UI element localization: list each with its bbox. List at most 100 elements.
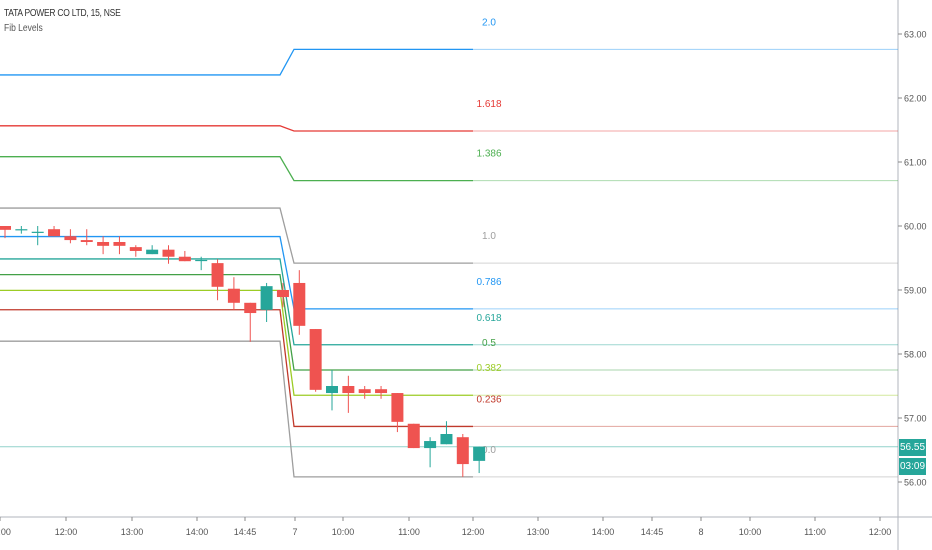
y-tick-label: 56.00 [904,478,927,488]
candle [195,256,208,271]
y-tick-label: 63.00 [904,30,927,40]
candle-body [391,393,404,422]
candle [162,245,175,264]
candle-body [178,256,191,262]
candle-body [162,249,175,257]
candle-body [0,226,11,230]
candle-body [326,386,338,394]
candle [407,423,420,449]
fib-level-line [0,235,473,310]
candle [129,245,142,257]
indicator-label: Fib Levels [4,23,43,34]
candle [113,236,126,255]
candle-body [456,437,469,465]
candle-body [31,231,44,233]
fib-level-label: 1.386 [476,149,501,160]
candle-body [146,249,159,255]
fib-level-label: 0.618 [476,313,501,324]
candle [0,226,11,239]
x-tick-label: 10:00 [739,527,762,537]
fib-level-label: 0.5 [482,338,496,349]
fib-level-line [0,258,473,346]
fib-level-label: 2.0 [482,17,496,28]
candle [326,370,338,411]
fib-level-label: 0.382 [476,363,501,374]
x-tick-label: 11:00 [398,527,420,537]
candle-body [113,242,126,246]
symbol-title: TATA POWER CO LTD, 15, NSE [4,8,121,19]
candle-body [358,389,371,394]
candle [48,226,61,237]
candle-body [48,229,61,237]
candle [456,434,469,477]
candle-body [129,247,142,251]
y-tick-label: 57.00 [904,414,927,424]
candle-body [64,236,77,241]
fib-level-label: 0.786 [476,277,501,288]
fib-level-line [0,289,473,396]
candle-body [244,302,257,314]
fib-level-label: 0.0 [482,445,496,456]
fib-level-line [0,340,473,478]
candle [309,329,322,392]
x-tick-label: 8 [698,527,703,537]
candle-body [97,242,110,246]
candle [293,270,306,335]
y-tick-label: 62.00 [904,94,927,104]
candle [276,282,289,308]
fib-level-line [0,207,473,264]
candle-body [211,263,224,287]
candle-body [309,329,322,390]
candle [211,259,224,301]
x-tick-label: 13:00 [527,527,550,537]
candle [375,386,388,399]
candle-body [440,434,453,445]
candle-body [227,288,240,303]
y-tick-label: 59.00 [904,286,927,296]
candle-body [407,423,420,449]
candle [391,393,404,433]
candle [146,245,159,255]
candle [424,437,437,468]
fib-level-line [0,156,473,182]
candle [342,375,355,413]
fib-level-line [0,48,473,76]
fib-level-line [0,125,473,132]
x-tick-label: 11:00 [0,527,11,537]
candle [80,229,93,246]
x-tick-label: 12:00 [869,527,892,537]
y-tick-label: 60.00 [904,222,927,232]
x-tick-label: 14:45 [641,527,664,537]
x-tick-label: 14:00 [592,527,615,537]
x-tick-label: 13:00 [121,527,144,537]
last-price-badge: 56.55 [899,439,926,456]
candle-body [195,259,208,262]
candle [358,386,371,399]
x-tick-label: 11:00 [804,527,826,537]
candle [31,226,44,246]
candle-body [80,240,93,242]
candle-body [260,286,273,310]
fib-level-label: 0.236 [476,394,501,405]
candle [440,421,453,445]
y-tick-label: 58.00 [904,350,927,360]
candle-body [473,446,486,461]
x-tick-label: 14:00 [186,527,209,537]
candle [473,446,486,474]
candle [64,229,77,244]
countdown-badge: 03:09 [899,458,926,475]
y-tick-label: 61.00 [904,158,927,168]
candle-body [342,386,355,394]
x-tick-label: 12:00 [55,527,78,537]
candle-body [375,389,388,394]
candle [227,277,240,310]
candle [15,226,28,234]
x-tick-label: 12:00 [462,527,485,537]
fib-level-line [0,309,473,428]
candle-body [276,290,289,298]
candle [244,302,257,342]
candle [178,250,191,262]
x-tick-label: 14:45 [234,527,257,537]
x-tick-label: 7 [292,527,297,537]
